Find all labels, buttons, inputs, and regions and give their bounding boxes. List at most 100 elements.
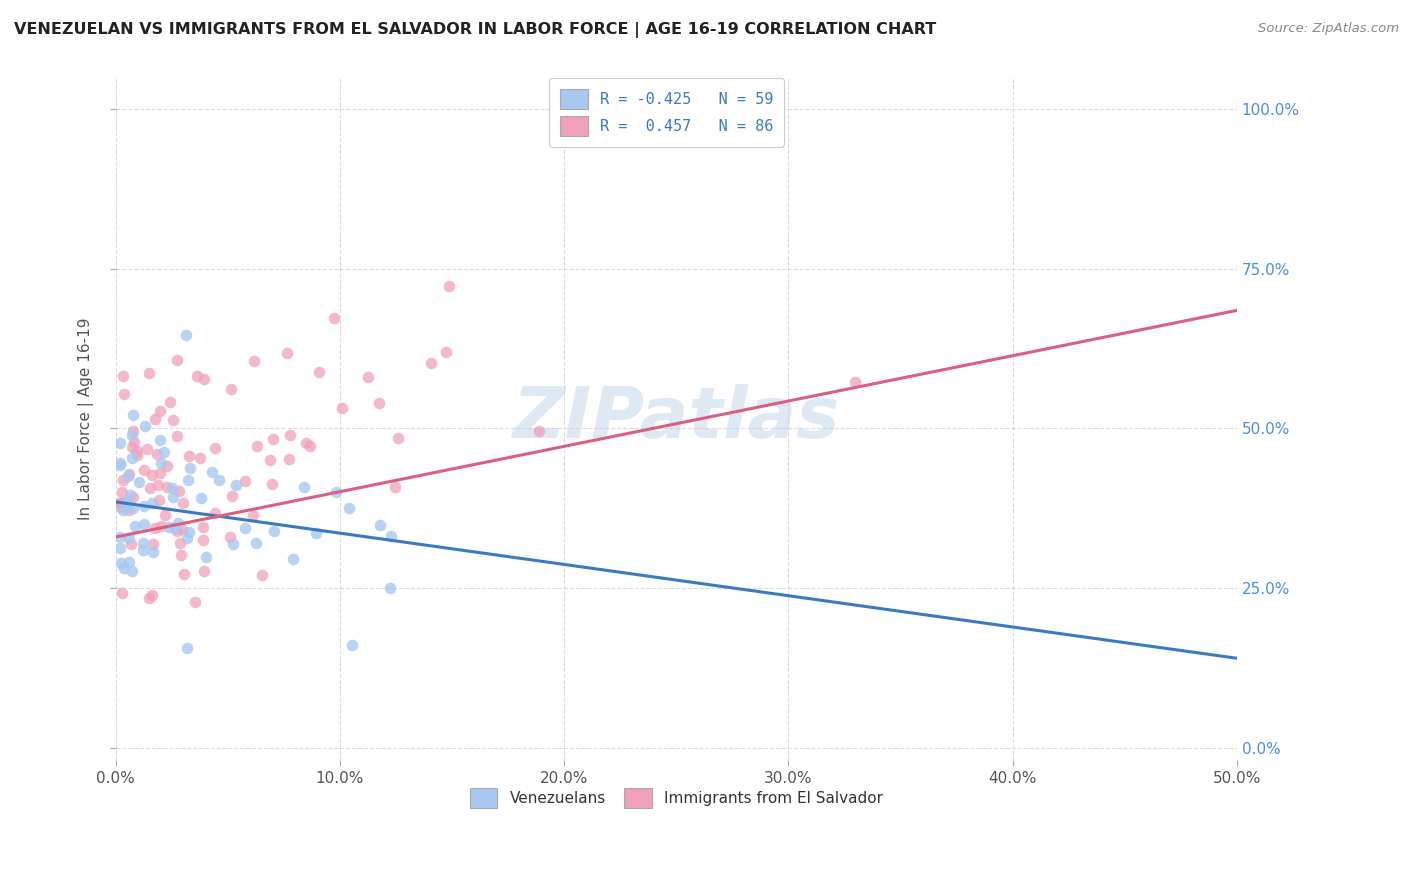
Point bbox=[222, 537, 245, 551]
Point bbox=[195, 550, 218, 565]
Point bbox=[148, 493, 170, 508]
Point bbox=[110, 496, 132, 510]
Point bbox=[120, 488, 142, 502]
Point bbox=[201, 465, 224, 479]
Point bbox=[325, 484, 347, 499]
Point bbox=[208, 473, 231, 487]
Point bbox=[128, 475, 150, 489]
Point bbox=[162, 490, 184, 504]
Point bbox=[112, 503, 135, 517]
Point bbox=[139, 481, 162, 495]
Point bbox=[193, 533, 215, 547]
Point bbox=[117, 467, 139, 482]
Point bbox=[134, 418, 156, 433]
Point bbox=[278, 428, 301, 442]
Point bbox=[143, 412, 166, 426]
Point bbox=[118, 503, 141, 517]
Point bbox=[233, 474, 256, 488]
Point bbox=[305, 526, 328, 541]
Point bbox=[134, 499, 156, 513]
Point bbox=[179, 461, 201, 475]
Point bbox=[170, 548, 193, 562]
Text: ZIPatlas: ZIPatlas bbox=[513, 384, 839, 453]
Point bbox=[124, 434, 146, 449]
Point bbox=[167, 516, 190, 531]
Point bbox=[122, 409, 145, 423]
Point bbox=[204, 442, 226, 456]
Point bbox=[179, 449, 201, 463]
Point bbox=[337, 500, 360, 515]
Point bbox=[150, 457, 173, 471]
Point bbox=[263, 524, 285, 538]
Point bbox=[110, 458, 132, 473]
Point bbox=[368, 518, 391, 533]
Point bbox=[110, 530, 132, 544]
Point bbox=[176, 641, 198, 656]
Point bbox=[188, 451, 211, 466]
Point bbox=[149, 404, 172, 418]
Point bbox=[143, 521, 166, 535]
Point bbox=[281, 552, 304, 566]
Point bbox=[193, 372, 215, 386]
Point bbox=[225, 477, 247, 491]
Point bbox=[259, 453, 281, 467]
Point bbox=[169, 535, 191, 549]
Point bbox=[110, 556, 132, 570]
Point bbox=[149, 466, 172, 480]
Point bbox=[245, 440, 267, 454]
Point bbox=[844, 375, 866, 389]
Point bbox=[121, 428, 143, 442]
Point bbox=[146, 447, 169, 461]
Point bbox=[357, 369, 380, 384]
Point bbox=[166, 352, 188, 367]
Point bbox=[166, 524, 188, 538]
Point bbox=[323, 311, 346, 326]
Point bbox=[434, 345, 457, 359]
Point bbox=[218, 530, 240, 544]
Point bbox=[159, 520, 181, 534]
Point bbox=[134, 517, 156, 532]
Point bbox=[177, 473, 200, 487]
Point bbox=[152, 445, 174, 459]
Point bbox=[120, 537, 142, 551]
Point bbox=[115, 495, 138, 509]
Point bbox=[112, 387, 135, 401]
Point bbox=[419, 356, 441, 370]
Point bbox=[142, 537, 165, 551]
Point bbox=[292, 480, 315, 494]
Point bbox=[179, 524, 201, 539]
Point bbox=[118, 531, 141, 545]
Point bbox=[110, 456, 132, 470]
Point bbox=[277, 452, 299, 467]
Point bbox=[115, 494, 138, 508]
Point bbox=[156, 459, 179, 474]
Point bbox=[384, 480, 406, 494]
Point bbox=[141, 468, 163, 483]
Point bbox=[186, 368, 208, 383]
Text: Source: ZipAtlas.com: Source: ZipAtlas.com bbox=[1258, 22, 1399, 36]
Point bbox=[245, 536, 267, 550]
Point bbox=[110, 500, 132, 515]
Point bbox=[124, 519, 146, 533]
Point bbox=[110, 435, 132, 450]
Point bbox=[167, 484, 190, 499]
Point bbox=[308, 365, 330, 379]
Point bbox=[184, 594, 207, 608]
Point bbox=[295, 436, 318, 450]
Point bbox=[170, 522, 193, 536]
Point bbox=[219, 382, 242, 396]
Point bbox=[173, 567, 195, 582]
Point bbox=[166, 428, 188, 442]
Point bbox=[439, 279, 461, 293]
Point bbox=[141, 588, 163, 602]
Point bbox=[174, 327, 197, 342]
Point bbox=[204, 507, 226, 521]
Point bbox=[110, 541, 132, 555]
Point bbox=[260, 477, 283, 491]
Point bbox=[138, 591, 160, 606]
Point bbox=[138, 366, 160, 380]
Point bbox=[527, 424, 550, 438]
Point bbox=[162, 481, 184, 495]
Point bbox=[190, 491, 212, 506]
Point bbox=[153, 508, 176, 522]
